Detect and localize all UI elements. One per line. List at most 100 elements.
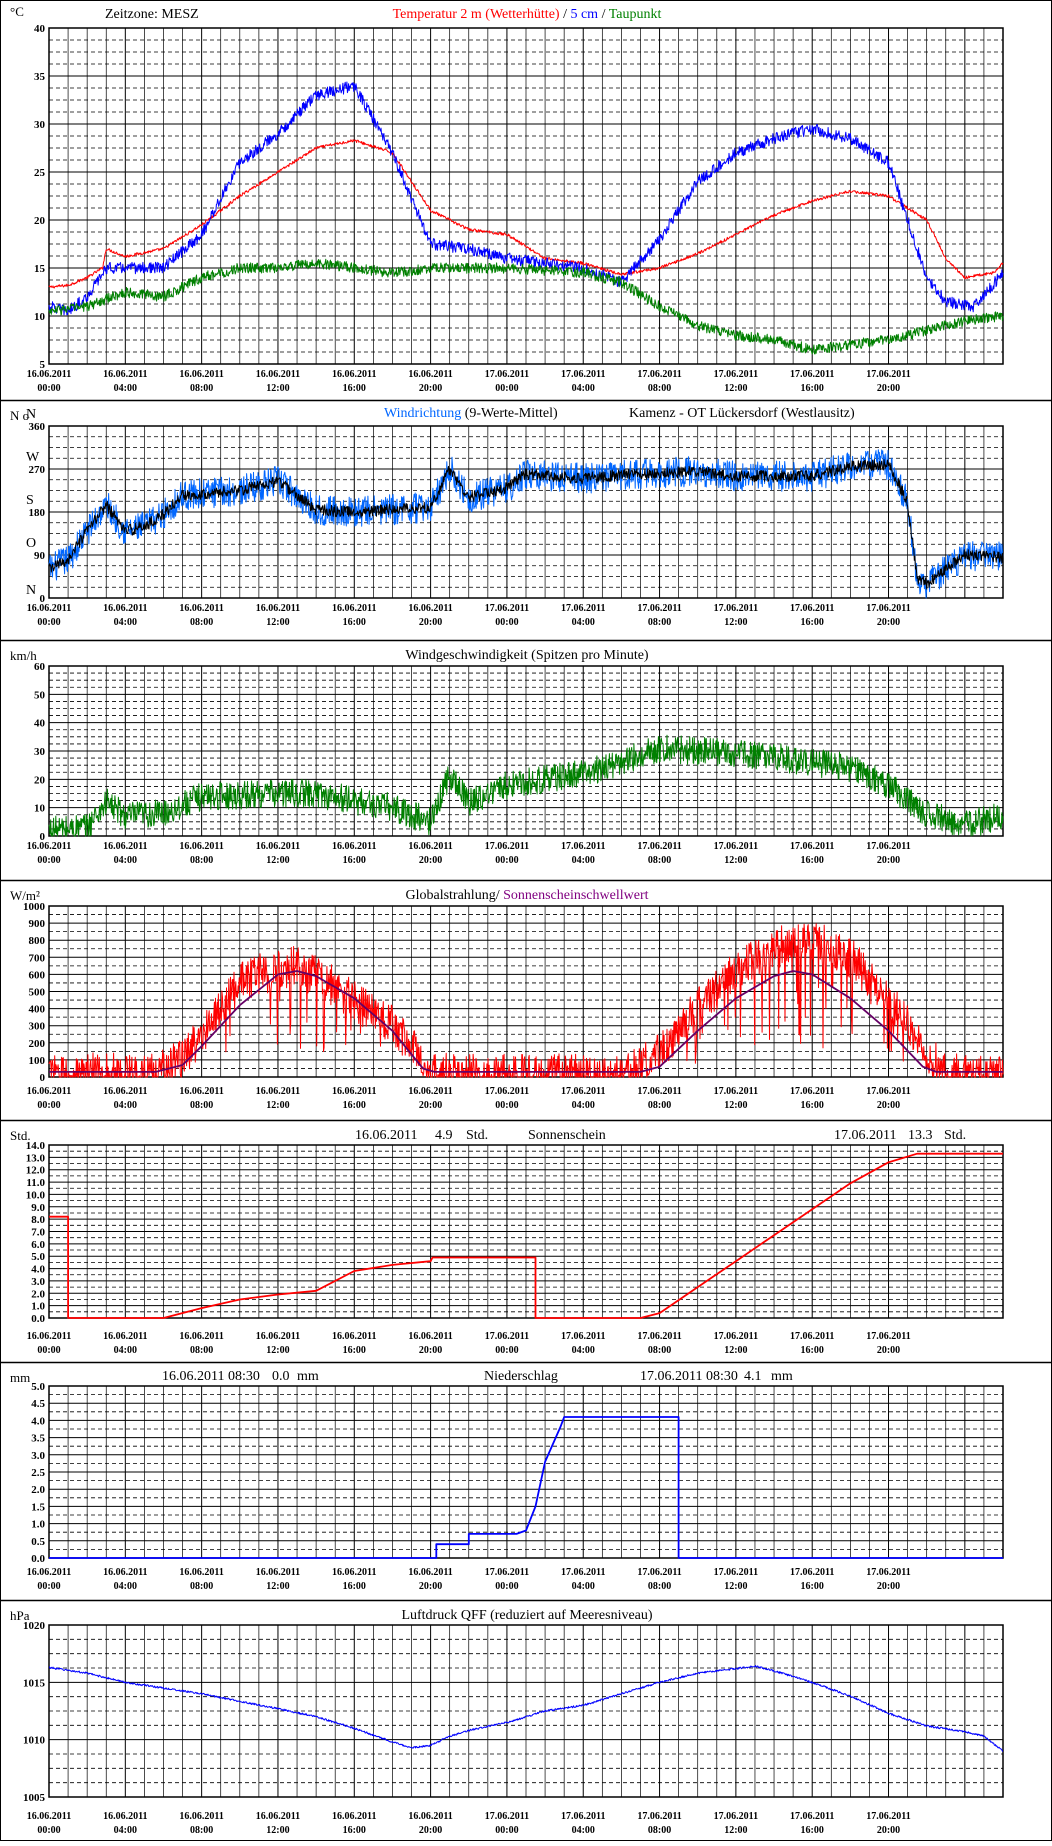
x-tick-date: 16.06.2011 — [256, 369, 300, 380]
chart-radiation: 0 100 200 300 400 500 600 700 800 900 1000 16.06.20… — [0, 879, 1052, 1111]
series-title-threshold: Sonnenscheinschwellwert — [500, 888, 649, 903]
x-tick-date: 17.06.2011 — [790, 1331, 834, 1342]
x-tick-date: 16.06.2011 — [103, 603, 147, 614]
x-tick-time: 20:00 — [877, 855, 900, 866]
plot-border — [48, 1624, 1004, 1798]
x-tick-time: 16:00 — [343, 855, 366, 866]
y-tick-label: 500 — [29, 987, 46, 999]
chart-title: 17.06.2011 08:30 — [640, 1369, 738, 1384]
series-line-2 — [48, 258, 1004, 355]
sum-value-1: 4.9 — [435, 1128, 453, 1143]
x-tick-date: 16.06.2011 — [179, 369, 223, 380]
x-tick-date: 16.06.2011 — [256, 1086, 300, 1097]
x-tick-time: 12:00 — [724, 1825, 747, 1836]
series-line-0 — [48, 1665, 1003, 1752]
y-tick-label: 0.0 — [31, 1313, 45, 1325]
x-tick-time: 12:00 — [724, 1581, 747, 1592]
chart-title: 0.0 — [272, 1369, 290, 1384]
series-line-0 — [49, 1152, 1003, 1319]
x-tick-time: 16:00 — [801, 383, 824, 394]
y-unit-label: hPa — [10, 1608, 30, 1623]
series-group — [49, 1416, 1003, 1559]
y-tick-label: 5.0 — [31, 1381, 45, 1393]
x-tick-time: 00:00 — [37, 383, 60, 394]
y-tick-label: 1015 — [23, 1677, 46, 1689]
y-unit-label: °C — [10, 4, 24, 19]
plot-border — [48, 665, 1004, 837]
x-tick-date: 16.06.2011 — [27, 1086, 71, 1097]
series-line-0 — [48, 734, 1004, 837]
x-tick-time: 00:00 — [495, 1825, 518, 1836]
x-tick-time: 08:00 — [190, 383, 213, 394]
x-tick-time: 04:00 — [572, 1825, 595, 1836]
x-tick-time: 00:00 — [495, 1581, 518, 1592]
x-tick-date: 16.06.2011 — [256, 1567, 300, 1578]
y-tick-label: 0 — [40, 831, 46, 843]
x-tick-date: 16.06.2011 — [179, 603, 223, 614]
plot-grid — [48, 665, 1004, 837]
y-tick-label: 7.0 — [31, 1227, 45, 1239]
y-tick-label: 40 — [34, 718, 46, 730]
station-label: Kamenz - OT Lückersdorf (Westlausitz) — [629, 406, 855, 421]
chart-title: Zeitzone: MESZ — [105, 7, 199, 22]
y-tick-label: 1.0 — [31, 1301, 45, 1313]
x-tick-time: 00:00 — [37, 1581, 60, 1592]
x-tick-date: 17.06.2011 — [485, 1811, 529, 1822]
chart-title: Globalstrahlung/ Sonnenscheinschwellwert — [405, 888, 648, 903]
x-tick-time: 20:00 — [419, 1825, 442, 1836]
x-tick-time: 04:00 — [114, 855, 137, 866]
sum-date-1: 16.06.2011 — [355, 1128, 417, 1143]
sum-unit-1: Std. — [466, 1128, 488, 1143]
x-tick-date: 16.06.2011 — [408, 841, 452, 852]
y-unit-label: Std. — [10, 1128, 31, 1143]
x-tick-time: 16:00 — [343, 1581, 366, 1592]
y-tick-label: 0 — [40, 593, 46, 605]
x-tick-date: 16.06.2011 — [256, 1811, 300, 1822]
x-tick-time: 20:00 — [877, 383, 900, 394]
x-tick-date: 16.06.2011 — [27, 841, 71, 852]
plot-border — [48, 27, 1004, 365]
series-group — [48, 1665, 1003, 1752]
x-tick-time: 04:00 — [114, 1100, 137, 1111]
y-tick-label: 60 — [34, 661, 46, 673]
x-tick-time: 04:00 — [572, 617, 595, 628]
chart-title: Windrichtung (9-Werte-Mittel) — [384, 406, 558, 421]
y-tick-label: 10 — [34, 803, 46, 815]
chart-title: 16.06.2011 — [355, 1128, 417, 1143]
y-tick-label: 9.0 — [31, 1202, 45, 1214]
x-tick-time: 04:00 — [114, 383, 137, 394]
x-tick-date: 17.06.2011 — [637, 603, 681, 614]
plot-border — [48, 1385, 1004, 1559]
x-tick-time: 20:00 — [877, 1100, 900, 1111]
sum-date-1: 16.06.2011 08:30 — [162, 1369, 260, 1384]
y-tick-label: 600 — [29, 969, 46, 981]
x-tick-time: 08:00 — [648, 855, 671, 866]
x-tick-time: 04:00 — [114, 1581, 137, 1592]
x-tick-time: 16:00 — [801, 1100, 824, 1111]
y-tick-label: 4.5 — [31, 1398, 45, 1410]
x-tick-time: 16:00 — [343, 617, 366, 628]
x-tick-date: 17.06.2011 — [714, 1086, 758, 1097]
x-tick-date: 17.06.2011 — [637, 369, 681, 380]
x-tick-time: 00:00 — [495, 855, 518, 866]
y-tick-label: 360 — [29, 421, 46, 433]
y-tick-label: 4.0 — [31, 1264, 45, 1276]
x-tick-date: 16.06.2011 — [179, 1567, 223, 1578]
series-group — [49, 1152, 1003, 1319]
y-tick-label: 270 — [29, 464, 46, 476]
x-tick-date: 16.06.2011 — [179, 1086, 223, 1097]
y-tick-label: 200 — [29, 1038, 46, 1050]
series-title-temp2m: Temperatur 2 m (Wetterhütte) — [393, 7, 560, 22]
x-tick-date: 17.06.2011 — [561, 603, 605, 614]
series-group — [48, 81, 1004, 355]
series-title-winddir: Windrichtung — [384, 406, 461, 421]
x-tick-time: 08:00 — [190, 1581, 213, 1592]
sum-unit-2: Std. — [944, 1128, 966, 1143]
x-tick-date: 17.06.2011 — [866, 603, 910, 614]
sum-unit-1: mm — [297, 1369, 319, 1384]
x-tick-time: 12:00 — [724, 617, 747, 628]
y-tick-label: 30 — [34, 746, 46, 758]
x-tick-date: 16.06.2011 — [408, 1811, 452, 1822]
x-tick-time: 20:00 — [419, 383, 442, 394]
x-tick-time: 16:00 — [801, 1825, 824, 1836]
